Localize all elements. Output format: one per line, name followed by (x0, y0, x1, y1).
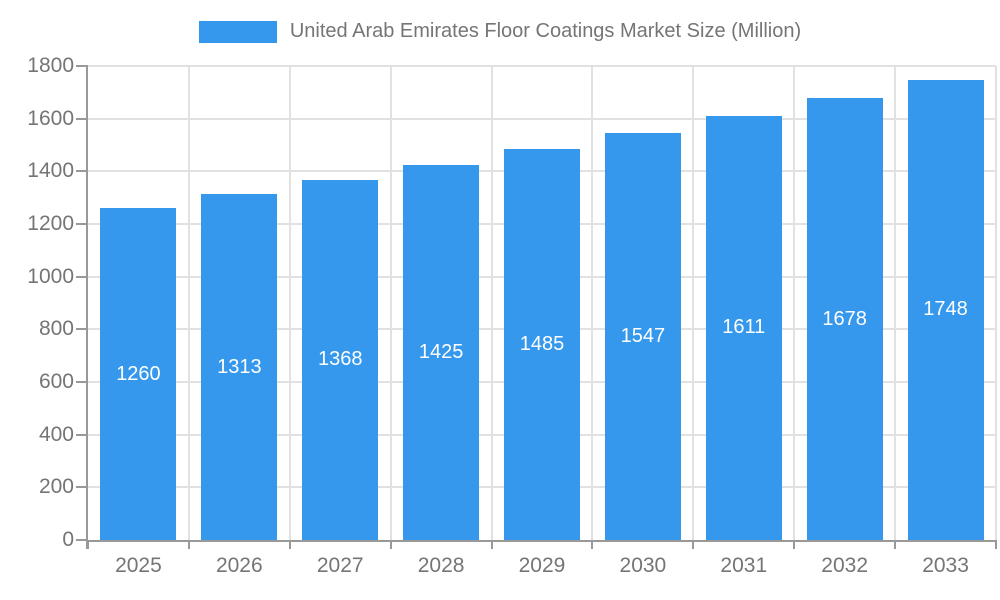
x-axis-label: 2028 (417, 554, 465, 577)
y-axis-tick (76, 65, 88, 67)
gridline-horizontal (88, 65, 996, 67)
x-axis-tick (793, 540, 796, 549)
bar-value-label: 1611 (722, 316, 766, 339)
y-axis-tick (76, 117, 88, 120)
x-axis-tick (995, 540, 997, 549)
y-axis-label: 1800 (27, 54, 74, 77)
gridline-vertical (591, 66, 594, 540)
bar-2025[interactable]: 1260 (100, 208, 177, 540)
x-axis-label: 2033 (922, 554, 969, 577)
plot-area: 0 200 400 600 800 1000 1200 1400 1600 1800 1260 131… (27, 54, 997, 577)
bar-2030[interactable]: 1547 (604, 132, 681, 540)
gridline-vertical (490, 66, 493, 540)
bar-value-label: 1485 (519, 332, 565, 355)
y-axis-label: 1000 (27, 264, 74, 288)
legend-item[interactable]: United Arab Emirates Floor Coatings Mark… (0, 20, 1000, 43)
y-axis-label: 1600 (27, 106, 74, 130)
gridline-vertical (389, 66, 392, 540)
y-axis-label: 0 (62, 528, 74, 551)
x-axis-label: 2027 (316, 554, 364, 577)
y-axis-label: 800 (38, 317, 74, 341)
legend-color-swatch (198, 20, 277, 43)
gridline-vertical (793, 66, 796, 540)
x-axis-tick (894, 540, 897, 549)
gridline-vertical (288, 66, 291, 540)
x-axis-label: 2026 (215, 554, 263, 577)
gridline-horizontal (88, 117, 996, 120)
x-axis-tick (288, 540, 291, 549)
y-axis-label: 600 (38, 370, 74, 393)
bar-2027[interactable]: 1368 (302, 179, 379, 540)
bar-value-label: 1368 (317, 348, 363, 371)
bar-value-label: 1260 (116, 362, 161, 385)
bar-value-label: 1313 (217, 355, 262, 378)
y-axis-tick (76, 433, 88, 436)
gridline-vertical (894, 66, 897, 540)
bar-2029[interactable]: 1485 (504, 148, 580, 540)
x-axis-tick (490, 540, 493, 549)
bar-value-label: 1678 (822, 307, 867, 330)
bar-value-label: 1748 (923, 298, 968, 321)
bar-2033[interactable]: 1748 (907, 79, 984, 540)
bar-2026[interactable]: 1313 (201, 194, 278, 540)
x-axis-tick (87, 540, 89, 549)
y-axis-tick (76, 275, 88, 278)
x-axis-label: 2031 (720, 554, 768, 577)
x-axis-label: 2032 (821, 554, 869, 577)
y-axis-tick (76, 539, 88, 541)
y-axis-tick (76, 381, 88, 383)
y-axis-label: 1400 (27, 159, 74, 183)
y-axis-tick (76, 328, 88, 331)
y-axis-label: 400 (38, 422, 74, 446)
bar-2028[interactable]: 1425 (403, 164, 480, 540)
gridline-vertical (692, 66, 695, 540)
x-axis-label: 2030 (619, 554, 667, 577)
x-axis-tick (389, 540, 392, 549)
x-axis-label: 2029 (518, 554, 566, 577)
bar-2032[interactable]: 1678 (806, 98, 883, 540)
y-axis-tick (76, 170, 88, 173)
legend-label: United Arab Emirates Floor Coatings Mark… (289, 20, 802, 42)
x-axis-line (88, 540, 996, 542)
x-axis-tick (187, 540, 190, 549)
y-axis-label: 1200 (27, 212, 74, 235)
gridline-vertical (995, 66, 997, 540)
y-axis-label: 200 (38, 475, 74, 499)
y-axis-line (86, 66, 88, 549)
y-axis-tick (76, 223, 88, 225)
gridline-vertical (187, 66, 190, 540)
y-axis-tick (76, 486, 88, 489)
bar-value-label: 1425 (418, 340, 464, 363)
x-axis-tick (591, 540, 594, 549)
bar-2031[interactable]: 1611 (705, 115, 782, 540)
bar-value-label: 1547 (620, 324, 666, 347)
x-axis-label: 2025 (115, 554, 162, 577)
x-axis-tick (692, 540, 695, 549)
